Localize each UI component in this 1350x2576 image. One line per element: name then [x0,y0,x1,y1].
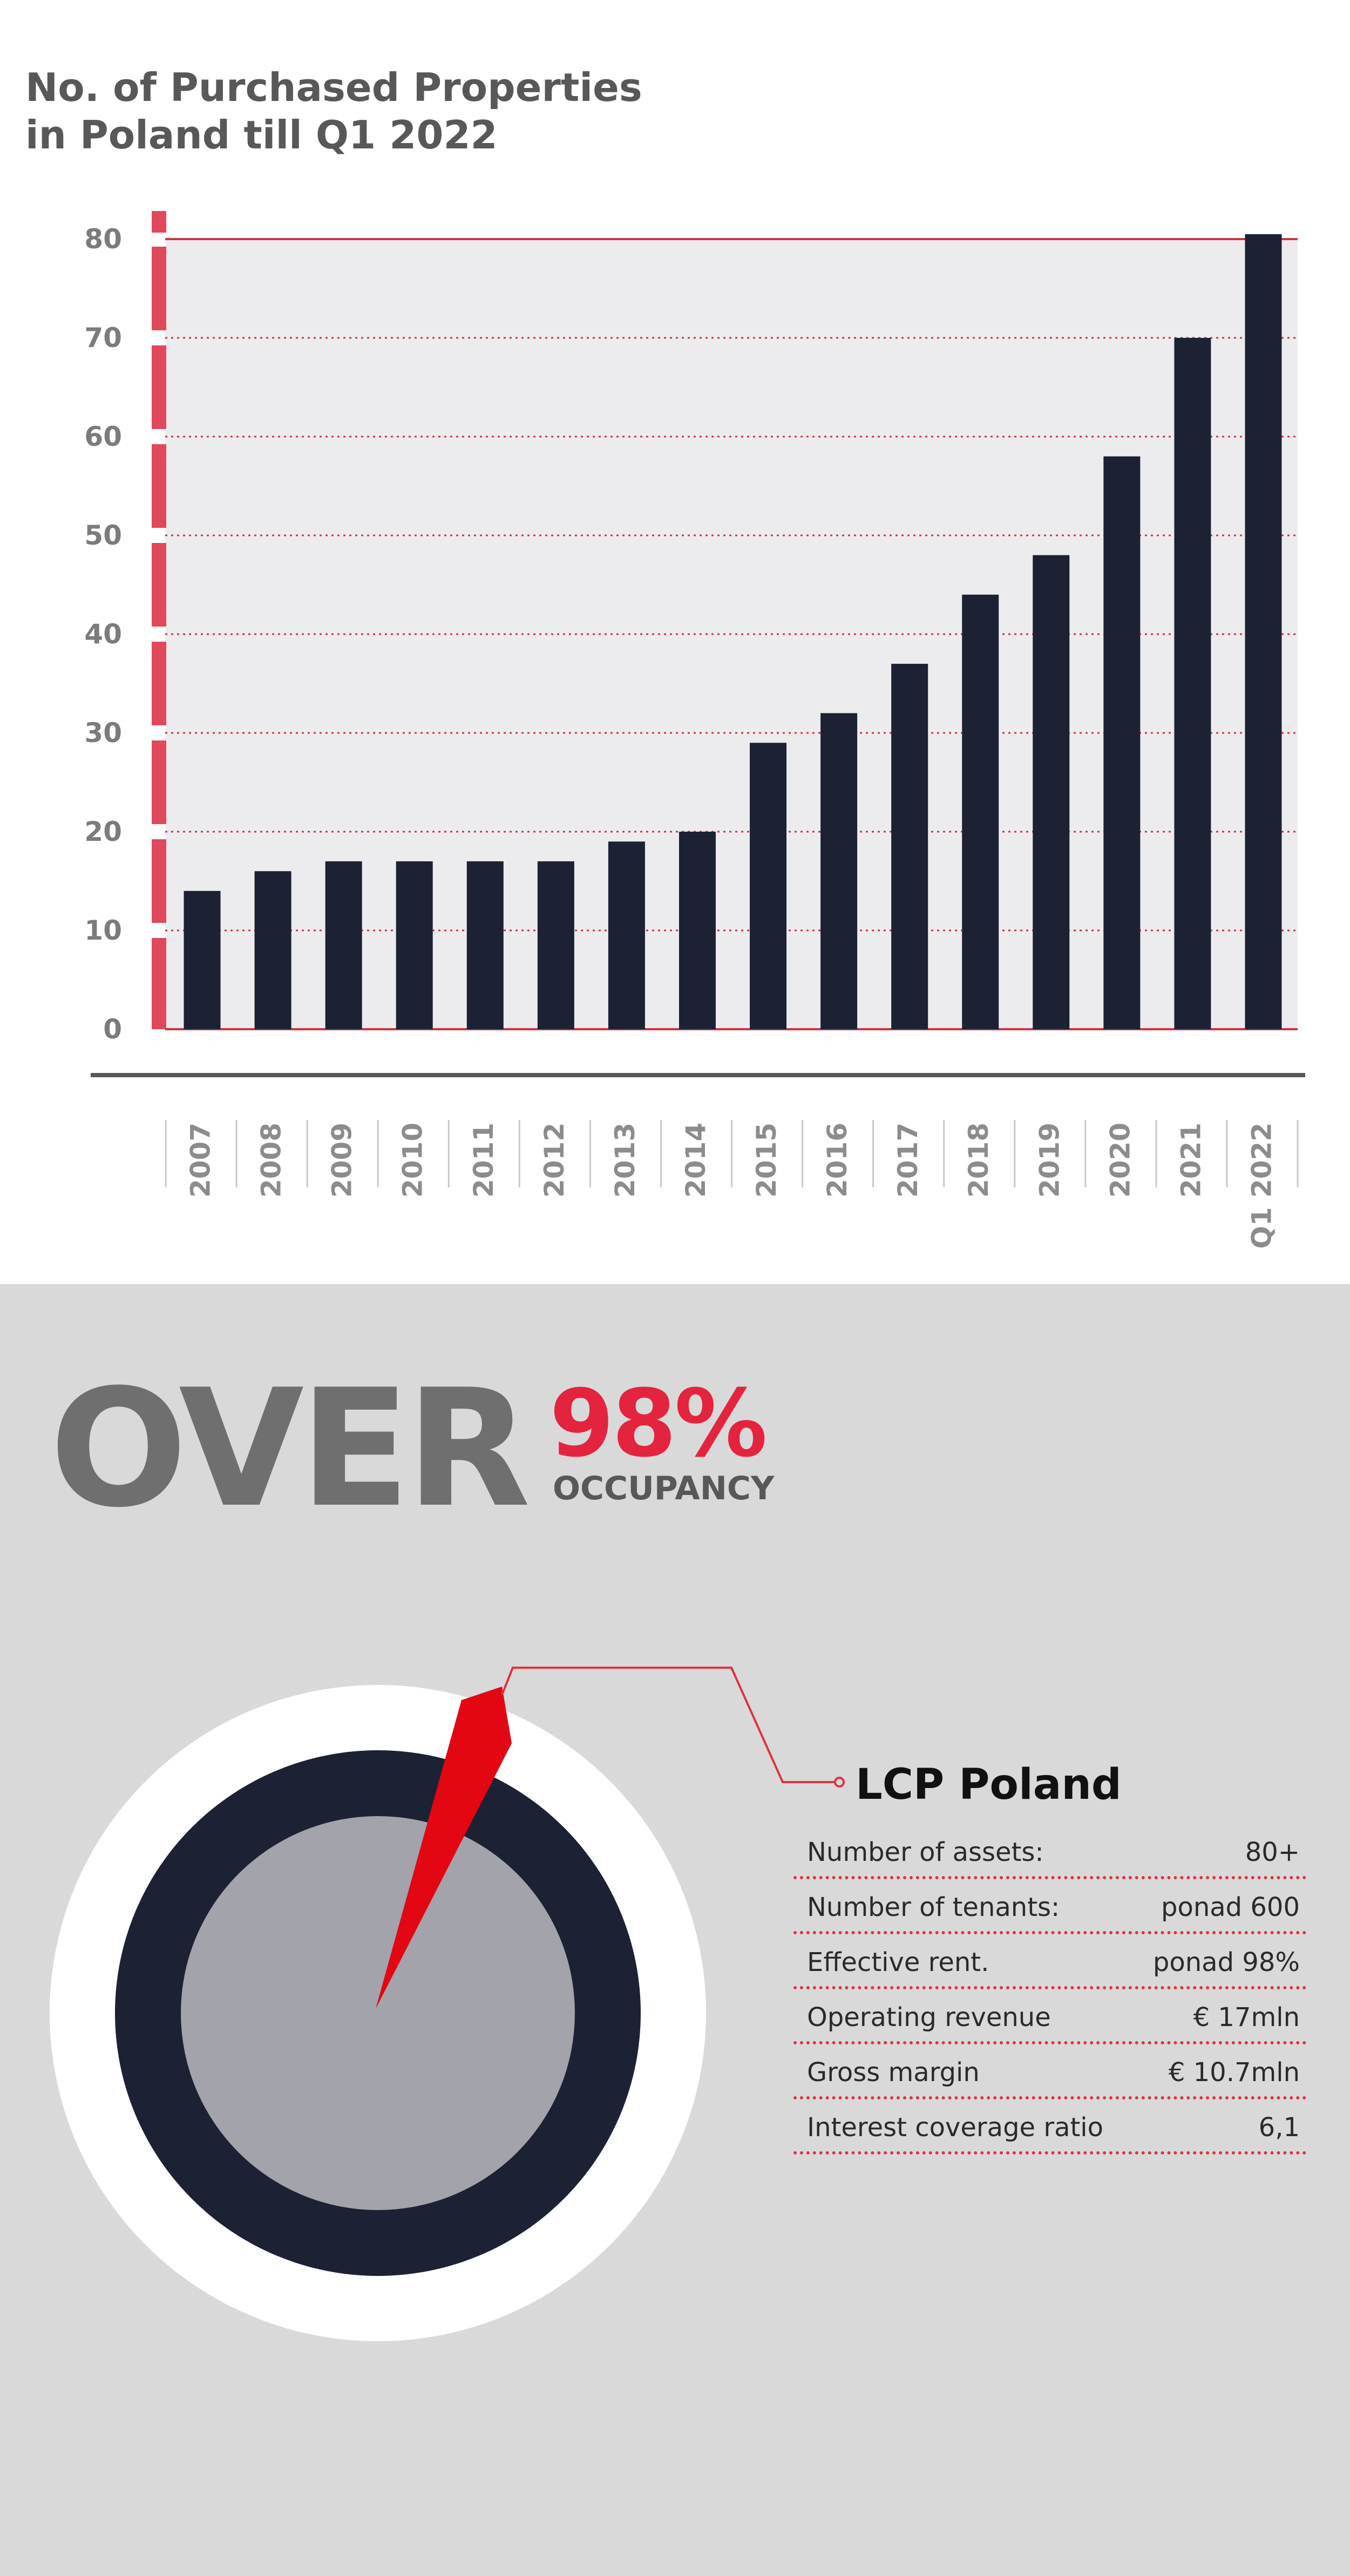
x-tick-label: 2007 [185,1123,216,1198]
x-tick-label: 2014 [680,1123,711,1198]
x-tick-label: 2017 [892,1123,924,1198]
bar [254,871,291,1029]
stat-row-operating-revenue: Operating revenue € 17mln [793,1989,1306,2044]
x-tick-label: 2010 [397,1123,429,1198]
bar [1103,456,1141,1029]
x-tick-label: Q1 2022 [1246,1123,1277,1249]
stat-value: € 17mln [1193,2002,1300,2033]
stat-row-assets: Number of assets: 80+ [793,1824,1306,1879]
y-tick-label: 10 [84,915,122,946]
lcp-stats-list: Number of assets: 80+ Number of tenants:… [793,1824,1306,2154]
bar-chart: 0 10 20 30 40 50 60 70 80 2007 2008 2009 2010 2011 201… [84,211,1305,1249]
x-tick-label: 2009 [327,1123,358,1198]
bar [750,743,787,1029]
stat-row-interest-coverage: Interest coverage ratio 6,1 [793,2099,1306,2154]
occupancy-label: OCCUPANCY [553,1470,775,1507]
bar [891,663,928,1029]
x-tick-label: 2013 [609,1123,641,1198]
stat-label: Operating revenue [807,2002,1051,2033]
x-tick-label: 2016 [822,1123,853,1198]
x-tick-label: 2011 [468,1123,499,1198]
bar [1033,555,1070,1029]
stat-value: 6,1 [1258,2112,1300,2143]
stat-row-effective-rent: Effective rent. ponad 98% [793,1934,1306,1989]
bar [962,594,999,1029]
y-tick-label: 70 [84,322,122,354]
donut-pointer [376,1687,512,2009]
x-tick-label: 2012 [539,1123,570,1198]
stat-label: Number of tenants: [807,1892,1060,1922]
stat-label: Gross margin [807,2057,980,2088]
stat-value: € 10.7mln [1168,2057,1300,2088]
stat-value: 80+ [1245,1837,1300,1867]
y-accent-segment [152,247,166,330]
stat-value: ponad 600 [1161,1892,1300,1922]
y-tick-label: 40 [84,618,122,650]
x-tick-label: 2018 [963,1123,994,1198]
lcp-title: LCP Poland [856,1761,1122,1809]
y-accent-segment [152,543,166,627]
y-tick-label: 0 [103,1014,122,1045]
y-accent-segment [152,938,166,1022]
y-accent-segment [152,740,166,824]
stat-label: Number of assets: [807,1837,1044,1867]
stat-value: ponad 98% [1152,1947,1300,1977]
stat-row-gross-margin: Gross margin € 10.7mln [793,2044,1306,2099]
y-tick-label: 50 [84,520,122,551]
x-tick-label: 2020 [1104,1123,1136,1198]
y-tick-label: 20 [84,816,122,847]
callout-line [501,1667,836,1783]
y-tick-label: 80 [84,223,122,255]
stat-label: Interest coverage ratio [807,2112,1103,2143]
stat-label: Effective rent. [807,1947,989,1977]
bar [184,891,221,1029]
bar [679,832,716,1029]
bar [820,713,858,1029]
y-accent-segment [152,642,166,725]
bar [1174,338,1211,1029]
bar [537,861,574,1029]
y-accent-segment [152,211,166,233]
chart-title: No. of Purchased Properties in Poland ti… [25,64,642,159]
bar [608,841,645,1029]
x-tick-label: 2021 [1175,1123,1206,1198]
bar [325,861,362,1029]
x-tick-label: 2008 [256,1123,287,1198]
stat-row-tenants: Number of tenants: ponad 600 [793,1879,1306,1934]
y-tick-label: 30 [84,717,122,749]
y-tick-label: 60 [84,421,122,452]
y-accent-segment [152,345,166,429]
bar [396,861,433,1029]
callout-dot [834,1777,845,1787]
chart-title-line-2: in Poland till Q1 2022 [25,112,498,158]
occupancy-percent: 98% [550,1369,768,1478]
bar [466,861,504,1029]
chart-title-line-1: No. of Purchased Properties [25,65,642,110]
y-accent-segment [152,444,166,528]
donut-inner-circle [181,1816,575,2210]
over-heading: OVER [50,1355,531,1543]
x-tick-label: 2015 [751,1123,782,1198]
chart-section: No. of Purchased Properties in Poland ti… [0,0,1350,1284]
y-accent-segment [152,839,166,923]
x-tick-label: 2019 [1034,1123,1065,1198]
bar [1245,234,1282,1030]
